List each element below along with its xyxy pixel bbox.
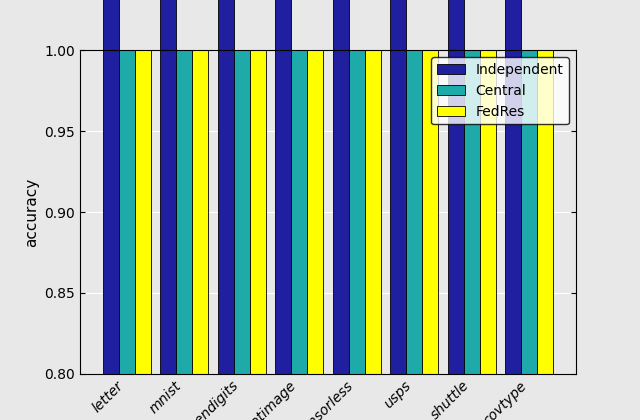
Bar — [365, 0, 381, 374]
Bar — [218, 0, 234, 374]
Bar — [102, 0, 118, 374]
Bar — [291, 0, 307, 374]
Bar — [192, 0, 209, 374]
Bar — [118, 0, 135, 374]
Bar — [480, 0, 496, 374]
Bar — [538, 0, 554, 374]
Bar — [447, 0, 464, 374]
Y-axis label: accuracy: accuracy — [24, 178, 39, 247]
Bar — [505, 0, 521, 374]
Bar — [406, 0, 422, 374]
Bar — [250, 0, 266, 374]
Bar — [275, 0, 291, 374]
Bar — [390, 0, 406, 374]
Legend: Independent, Central, FedRes: Independent, Central, FedRes — [431, 58, 569, 124]
Bar — [160, 0, 176, 374]
Bar — [234, 0, 250, 374]
Bar — [176, 0, 192, 374]
Bar — [464, 0, 480, 374]
Bar — [521, 0, 538, 374]
Bar — [349, 0, 365, 374]
Bar — [333, 0, 349, 374]
Bar — [422, 0, 438, 374]
Bar — [135, 0, 151, 374]
Bar — [307, 0, 323, 374]
